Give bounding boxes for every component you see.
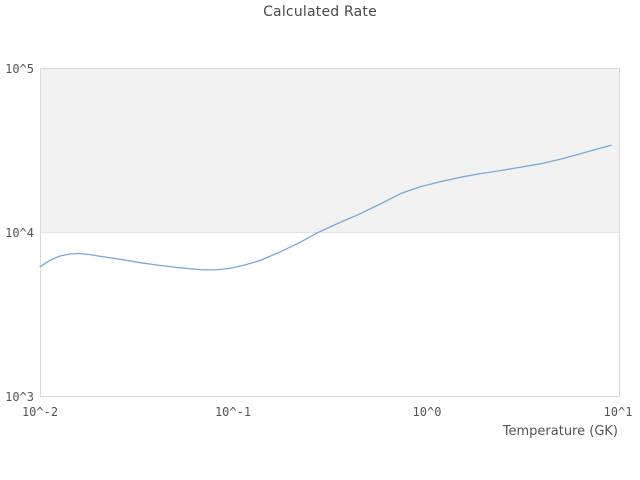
y-tick-label-1e4: 10^4 — [5, 226, 34, 240]
x-tick-label-1e-2: 10^-2 — [21, 405, 59, 419]
x-tick-label-1e1: 10^1 — [603, 405, 633, 419]
chart-title: Calculated Rate — [263, 4, 377, 20]
x-tick-label-1e0: 10^0 — [412, 405, 442, 419]
plot-border — [40, 68, 620, 397]
y-tick-label-1e3: 10^3 — [5, 390, 34, 404]
rate-curve — [39, 144, 612, 271]
shaded-band — [40, 68, 620, 233]
y-tick-label-1e5: 10^5 — [5, 62, 34, 76]
x-axis-label: Temperature (GK) — [502, 424, 618, 439]
x-tick-label-1e-1: 10^-1 — [214, 405, 252, 419]
